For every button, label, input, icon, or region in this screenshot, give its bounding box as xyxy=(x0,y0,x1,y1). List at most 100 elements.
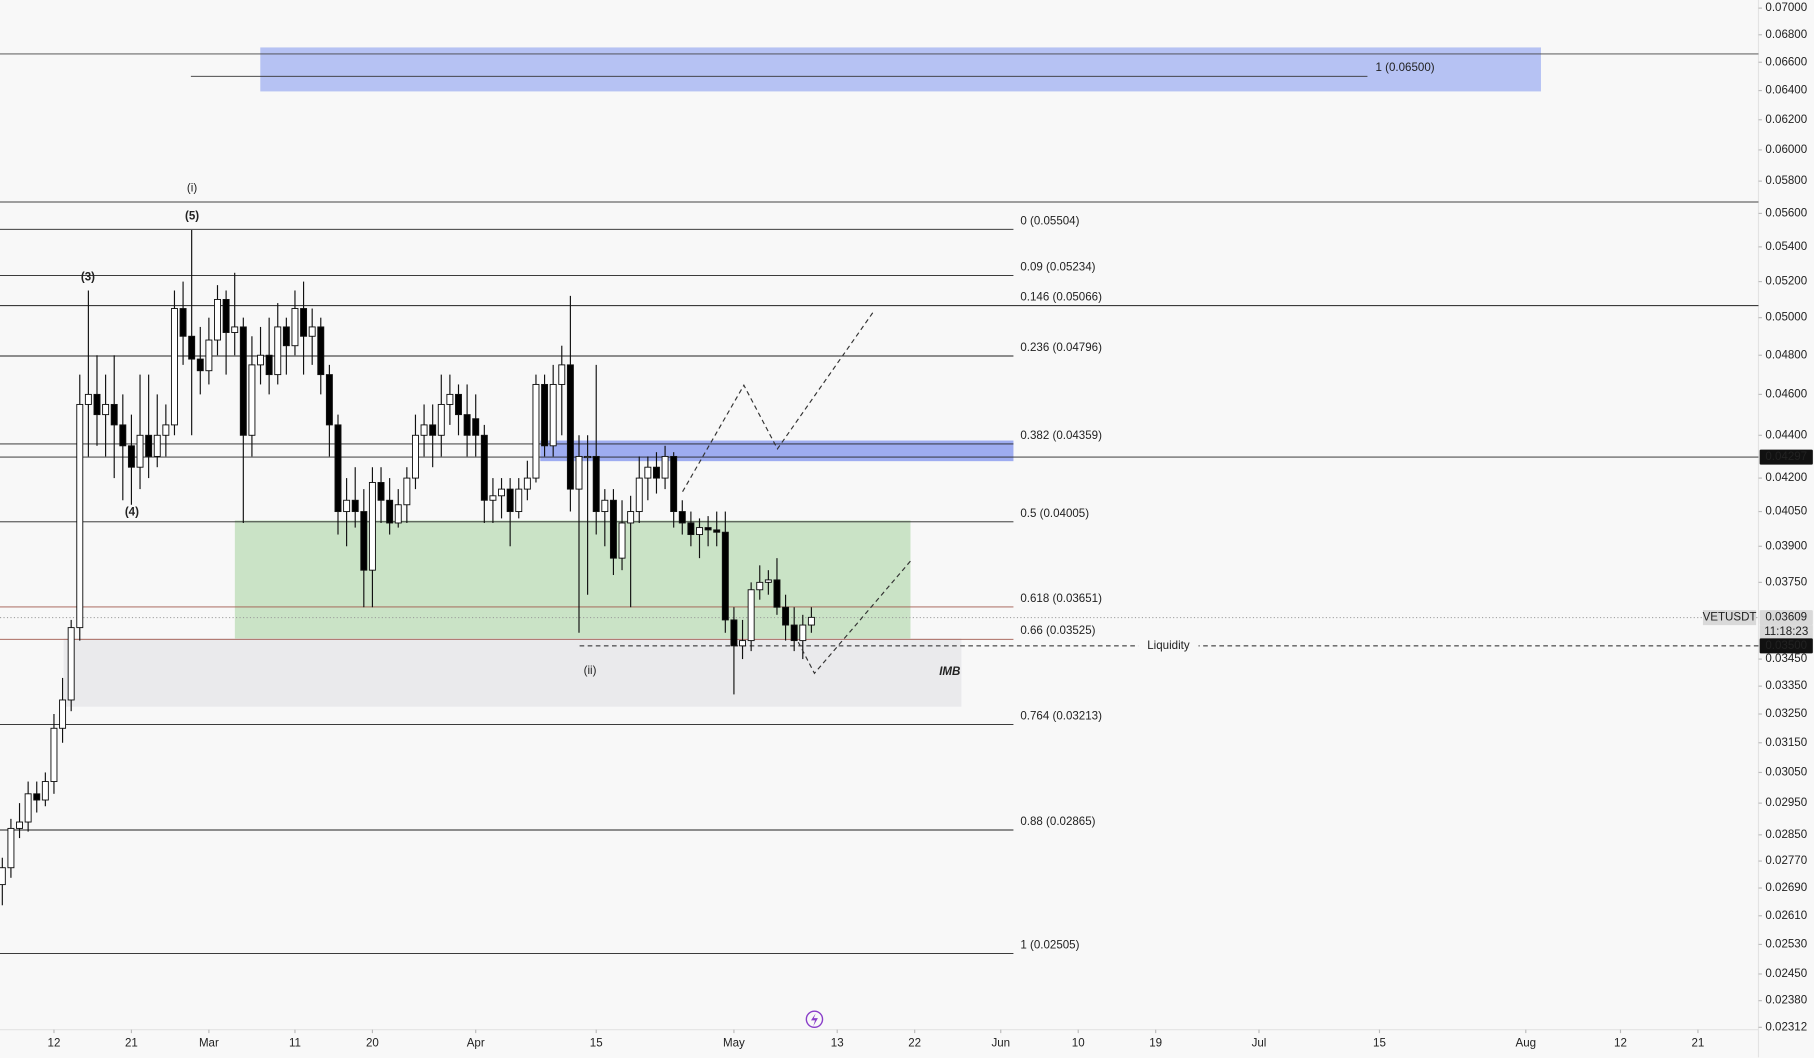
fib-level-label: 0.764 (0.03213) xyxy=(1020,711,1102,723)
candle-body xyxy=(498,488,506,497)
candle-body xyxy=(325,374,333,426)
candle-body xyxy=(162,424,170,436)
x-tick-label: 22 xyxy=(908,1038,921,1050)
candle-body xyxy=(661,455,669,479)
fib-level-label: 0.236 (0.04796) xyxy=(1020,342,1102,354)
price-line-tag-bg xyxy=(1759,449,1813,465)
candle-body xyxy=(274,326,282,376)
zone xyxy=(63,638,962,707)
candle-body xyxy=(386,499,394,524)
candle-body xyxy=(480,434,488,501)
candle-body xyxy=(420,424,428,436)
candle-body xyxy=(231,326,239,333)
candle-body xyxy=(41,781,49,801)
liquidity-label: Liquidity xyxy=(1147,640,1190,652)
candle-body xyxy=(678,511,686,524)
candle-body xyxy=(127,445,135,468)
candle-body xyxy=(618,522,626,559)
projections xyxy=(682,309,911,675)
y-tick-label: 0.02850 xyxy=(1765,829,1807,841)
symbol-tag: VETUSDT xyxy=(1703,612,1757,624)
x-tick-label: 13 xyxy=(831,1038,844,1050)
fib-level-label: 0.5 (0.04005) xyxy=(1020,508,1089,520)
x-tick-label: 12 xyxy=(1614,1038,1627,1050)
y-tick-label: 0.03900 xyxy=(1765,540,1807,552)
candle-body xyxy=(351,499,359,513)
candle-body xyxy=(747,589,755,642)
y-tick-label: 0.02690 xyxy=(1765,882,1807,894)
y-tick-label: 0.07000 xyxy=(1765,2,1807,14)
x-tick-label: Aug xyxy=(1516,1038,1537,1050)
y-tick-label: 0.06200 xyxy=(1765,114,1807,126)
candle-body xyxy=(136,434,144,468)
candle-body xyxy=(7,827,15,869)
y-tick-label: 0.02610 xyxy=(1765,910,1807,922)
candle-body xyxy=(644,466,652,479)
candle-body xyxy=(670,455,678,513)
y-tick-label: 0.05800 xyxy=(1765,175,1807,187)
x-tick-label: Mar xyxy=(199,1038,219,1050)
candle-body xyxy=(179,308,187,337)
candle-body xyxy=(119,424,127,447)
candle-body xyxy=(575,455,583,490)
last-price-tag: 0.03609 xyxy=(1765,612,1807,624)
candle-body xyxy=(334,424,342,513)
candle-body xyxy=(515,488,523,513)
x-tick-label: 15 xyxy=(1373,1038,1386,1050)
wave-annotation: (3) xyxy=(81,272,95,284)
y-tick-label: 0.03250 xyxy=(1765,708,1807,720)
zone xyxy=(260,47,1541,92)
candle-body xyxy=(222,298,230,333)
candle-body xyxy=(368,482,376,571)
fib-level-label: 0.618 (0.03651) xyxy=(1020,593,1102,605)
candle-body xyxy=(16,821,23,829)
y-tick-label: 0.05200 xyxy=(1765,276,1807,288)
wave-annotation: IMB xyxy=(939,666,960,678)
wave-annotation: (ii) xyxy=(584,665,597,677)
y-tick-label: 0.02312 xyxy=(1765,1021,1807,1033)
candle-body xyxy=(713,529,721,533)
y-tick-label: 0.06400 xyxy=(1765,85,1807,97)
candle-body xyxy=(239,326,247,436)
candle-body xyxy=(317,326,325,376)
candle-body xyxy=(455,393,462,416)
candle-body xyxy=(214,298,221,341)
x-tick-label: 12 xyxy=(48,1038,61,1050)
candle-body xyxy=(33,793,41,801)
fib-level-label: 0 (0.05504) xyxy=(1020,215,1079,227)
x-tick-label: Jun xyxy=(991,1038,1010,1050)
price-line-tag: 0.04297 xyxy=(1765,451,1807,463)
y-tick-label: 0.03050 xyxy=(1765,766,1807,778)
candle-body xyxy=(764,579,772,583)
projection-path xyxy=(797,560,911,675)
candle-body xyxy=(739,640,747,647)
candle-body xyxy=(360,511,368,571)
candle-body xyxy=(592,455,600,513)
candle-body xyxy=(721,531,729,621)
candle-body xyxy=(0,867,6,886)
candle-body xyxy=(24,793,32,823)
candle-body xyxy=(566,364,574,490)
candle-body xyxy=(782,606,790,626)
zone xyxy=(540,440,1014,462)
candle-body xyxy=(463,414,471,436)
y-tick-label: 0.05600 xyxy=(1765,207,1807,219)
candle-body xyxy=(300,308,308,337)
candle-body xyxy=(257,354,265,366)
candle-body xyxy=(265,354,273,376)
candle-body xyxy=(532,383,540,479)
candle-body xyxy=(411,434,419,479)
y-tick-label: 0.06600 xyxy=(1765,56,1807,68)
fib-level-label: 0.09 (0.05234) xyxy=(1020,262,1095,274)
candle-body xyxy=(609,499,617,559)
lightning-icon[interactable] xyxy=(805,1010,824,1029)
candle-body xyxy=(308,326,316,337)
candle-body xyxy=(403,477,411,506)
y-tick-label: 0.02770 xyxy=(1765,855,1807,867)
candle-body xyxy=(394,504,402,524)
candle-body xyxy=(523,477,531,490)
candle-body xyxy=(635,477,643,513)
y-tick-label: 0.04800 xyxy=(1765,349,1807,361)
y-tick-label: 0.02450 xyxy=(1765,968,1807,980)
